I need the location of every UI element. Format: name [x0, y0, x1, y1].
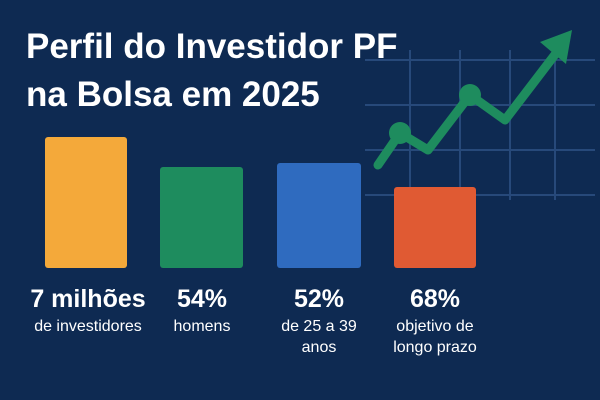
stat-label: objetivo de: [396, 318, 473, 335]
bar-decoration: [394, 187, 476, 268]
stat-label: homens: [174, 318, 231, 335]
title-line: Perfil do Investidor PF: [26, 27, 397, 66]
title: Perfil do Investidor PF na Bolsa em 2025: [26, 27, 397, 114]
stat-value: 54%: [177, 285, 227, 313]
bar-decoration: [277, 163, 361, 268]
bar-decoration: [160, 167, 243, 268]
stat-label: longo prazo: [393, 339, 477, 356]
bar-decoration: [45, 137, 127, 268]
stat-label: de investidores: [34, 318, 142, 335]
stat-label: anos: [302, 339, 337, 356]
stats: 7 milhões de investidores 54% homens 52% de 2…: [30, 285, 477, 356]
trend-arrow: [373, 30, 572, 170]
stat-value: 68%: [410, 285, 460, 313]
stat-label: de 25 a 39: [281, 318, 357, 335]
stat-value: 7 milhões: [30, 285, 145, 313]
stat-value: 52%: [294, 285, 344, 313]
title-line: na Bolsa em 2025: [26, 75, 320, 114]
